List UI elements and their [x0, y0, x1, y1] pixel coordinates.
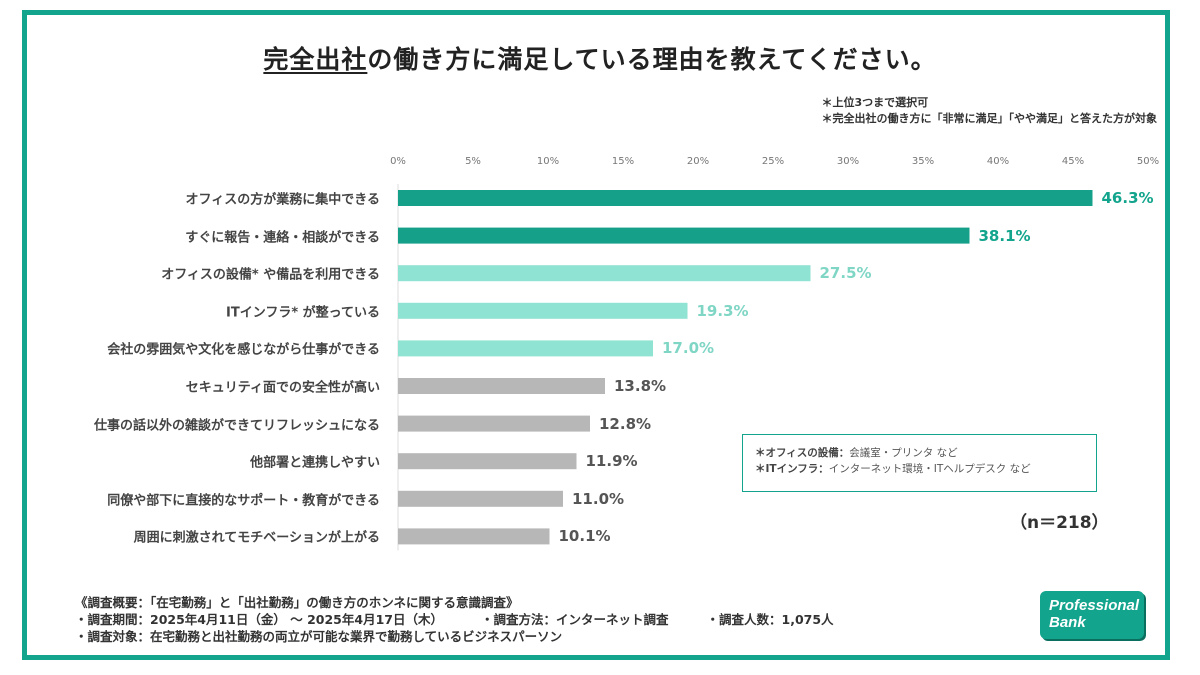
x-tick-label: 45%	[1061, 156, 1085, 167]
bar	[398, 227, 970, 244]
title-underlined: 完全出社	[263, 45, 368, 74]
sample-size: （n＝218）	[1010, 513, 1109, 533]
outer-frame	[22, 10, 1170, 660]
value-label: 19.3%	[696, 301, 749, 320]
chart-title: 完全出社の働き方に満足している理由を教えてください。	[0, 40, 1200, 76]
bar	[398, 528, 550, 545]
category-label: オフィスの方が業務に集中できる	[185, 192, 380, 208]
value-label: 12.8%	[599, 414, 652, 433]
x-tick-label: 40%	[986, 156, 1010, 167]
survey-target: ・調査対象：在宅勤務と出社勤務の両立が可能な業界で勤務しているビジネスパーソン	[75, 629, 563, 644]
value-label: 27.5%	[819, 264, 872, 283]
bar	[398, 190, 1093, 206]
category-label: 仕事の話以外の雑談ができてリフレッシュになる	[93, 418, 380, 434]
x-tick-label: 10%	[536, 156, 560, 167]
footnote-box: ＊オフィスの設備：会議室・プリンタ など ＊ITインフラ：インターネット環境・I…	[742, 434, 1097, 492]
value-label: 11.0%	[572, 489, 625, 508]
category-label: オフィスの設備* や備品を利用できる	[161, 267, 380, 283]
professional-bank-logo: Professional Bank	[1040, 591, 1144, 639]
bar	[398, 415, 590, 432]
note-1: ＊上位3つまで選択可	[821, 96, 929, 109]
value-label: 10.1%	[558, 527, 611, 546]
category-label: セキュリティ面での安全性が高い	[185, 380, 380, 396]
value-label: 17.0%	[662, 339, 715, 358]
selection-notes: ＊上位3つまで選択可 ＊完全出社の働き方に「非常に満足」「やや満足」と答えた方が…	[822, 95, 1158, 127]
value-label: 38.1%	[978, 226, 1031, 245]
x-tick-label: 5%	[465, 156, 481, 167]
note-2: ＊完全出社の働き方に「非常に満足」「やや満足」と答えた方が対象	[821, 112, 1158, 125]
bar	[398, 265, 811, 282]
survey-overview: 《調査概要：「在宅勤務」と「出社勤務」の働き方のホンネに関する意識調査》 ・調査…	[75, 594, 834, 645]
survey-period: ・調査期間：2025年4月11日（金） ～ 2025年4月17日（木）	[75, 612, 443, 627]
category-label: 周囲に刺激されてモチベーションが上がる	[133, 530, 380, 546]
category-label: 他部署と連携しやすい	[250, 455, 380, 471]
value-label: 46.3%	[1101, 189, 1154, 207]
x-tick-label: 25%	[761, 156, 785, 167]
title-rest: の働き方に満足している理由を教えてください。	[367, 45, 937, 74]
survey-count: ・調査人数：1,075人	[706, 612, 834, 627]
bar	[398, 453, 577, 470]
logo-line-1: Professional	[1049, 597, 1140, 614]
category-label: ITインフラ* が整っている	[226, 305, 380, 321]
value-label: 13.8%	[614, 377, 667, 395]
x-tick-label: 20%	[686, 156, 710, 167]
footnote-office-body: 会議室・プリンタ など	[849, 447, 958, 459]
x-tick-label: 50%	[1136, 156, 1160, 167]
x-tick-label: 0%	[390, 156, 406, 167]
bar	[398, 490, 563, 507]
x-tick-label: 15%	[611, 156, 635, 167]
footnote-it-head: ＊ITインフラ：	[755, 463, 829, 475]
survey-method: ・調査方法：インターネット調査	[480, 612, 669, 627]
footnote-office-head: ＊オフィスの設備：	[755, 447, 850, 459]
category-label: 会社の雰囲気や文化を感じながら仕事ができる	[107, 342, 380, 358]
category-label: すぐに報告・連絡・相談ができる	[185, 230, 380, 246]
footnote-it-body: インターネット環境・ITヘルプデスク など	[828, 463, 1031, 475]
category-label: 同僚や部下に直接的なサポート・教育ができる	[107, 493, 380, 509]
survey-title: 《調査概要：「在宅勤務」と「出社勤務」の働き方のホンネに関する意識調査》	[75, 595, 519, 610]
logo-line-2: Bank	[1049, 614, 1086, 631]
value-label: 11.9%	[585, 452, 638, 471]
bar	[398, 302, 688, 319]
bar	[398, 340, 653, 357]
x-tick-label: 30%	[836, 156, 860, 167]
x-tick-label: 35%	[911, 156, 935, 167]
bar	[398, 378, 605, 394]
